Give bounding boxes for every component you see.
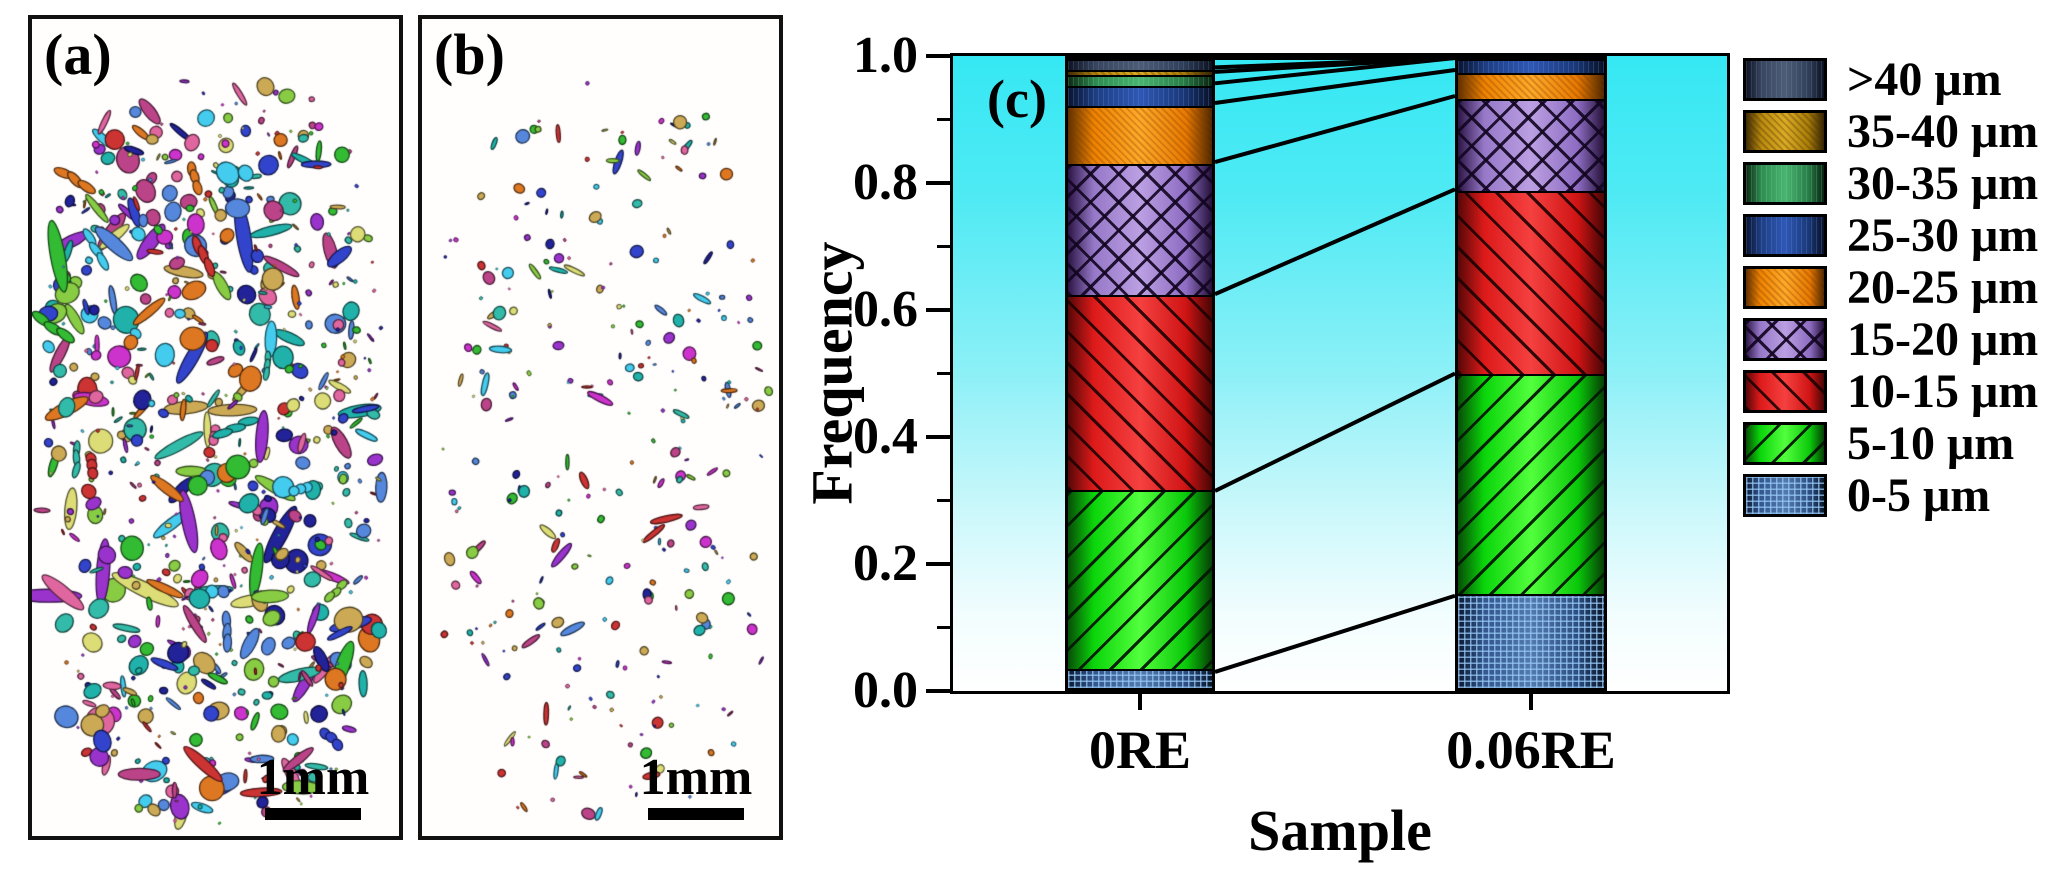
legend-swatch [1743,474,1827,517]
legend-swatch [1743,370,1827,413]
panel-c-label: (c) [987,69,1047,129]
legend-label: 30-35 μm [1847,157,2039,210]
bar-0RE [1065,56,1215,691]
y-tick-minor [937,499,950,502]
y-tick-label: 0.4 [853,408,918,465]
connector-line [1214,371,1456,493]
connector-line [1214,67,1456,105]
y-tick-minor [937,118,950,121]
legend-item: 30-35 μm [1743,157,2038,210]
y-tick-major [926,689,950,693]
legend-label: 25-30 μm [1847,209,2039,262]
panel-a-scale-bar [265,808,361,820]
x-tick [1138,694,1142,710]
legend-swatch [1743,58,1827,101]
legend-swatch [1743,318,1827,361]
bar-segment [1068,669,1212,688]
bar-segment [1068,105,1212,165]
bar-segment [1068,59,1212,71]
panel-a-scale-text: 1mm [256,749,370,806]
x-category-label: 0.06RE [1446,720,1616,780]
bar-segment [1068,489,1212,670]
panel-b-scalebar: 1mm [616,752,776,820]
panel-b-particle-image [422,19,779,836]
y-tick-minor [937,372,950,375]
panel-a-scalebar: 1mm [233,752,393,820]
y-tick-major [926,54,950,58]
legend-item: 35-40 μm [1743,105,2038,158]
legend-item: 5-10 μm [1743,417,2038,470]
bar-0.06RE [1455,56,1607,691]
panel-b-scale-bar [648,808,744,820]
y-tick-label: 0.8 [853,154,918,211]
bar-segment [1068,164,1212,295]
legend-swatch [1743,214,1827,257]
y-tick-minor [937,245,950,248]
legend-label: 20-25 μm [1847,261,2039,314]
legend-label: 10-15 μm [1847,365,2039,418]
connector-line [1214,187,1456,296]
legend-swatch [1743,162,1827,205]
bar-segment [1458,191,1604,374]
y-tick-label: 1.0 [853,27,918,84]
legend-label: >40 μm [1847,53,2002,106]
bar-segment [1458,98,1604,192]
chart-plot-inner: (c) [953,56,1727,691]
y-tick-major [926,435,950,439]
panel-b-label: (b) [434,22,505,87]
bar-segment [1068,86,1212,106]
bar-segment [1068,70,1212,75]
panel-b-scale-text: 1mm [639,749,753,806]
bar-segment [1458,59,1604,73]
legend-swatch [1743,266,1827,309]
legend-item: 20-25 μm [1743,261,2038,314]
y-tick-label: 0.0 [853,662,918,719]
bar-connector-lines [1214,56,1456,674]
y-tick-label: 0.6 [853,281,918,338]
y-tick-major [926,181,950,185]
bar-segment [1068,294,1212,490]
y-tick-minor [937,626,950,629]
y-axis-title: Frequency [799,241,865,505]
legend-item: 0-5 μm [1743,469,2038,522]
bar-segment [1458,593,1604,688]
panel-a-particle-image [32,19,399,836]
connector-line [1214,593,1456,674]
panel-a-label: (a) [44,22,112,87]
x-tick [1529,694,1533,710]
y-tick-major [926,308,950,312]
x-axis-title: Sample number [1242,798,1439,871]
bar-segment [1458,373,1604,594]
panel-a: (a) [28,15,403,840]
chart-legend: >40 μm 35-40 μm 30-35 μm 25-30 μm 20-25 μm 15… [1743,53,2038,526]
legend-item: 25-30 μm [1743,209,2038,262]
legend-label: 5-10 μm [1847,417,2015,470]
legend-item: >40 μm [1743,53,2038,106]
legend-label: 0-5 μm [1847,469,1991,522]
legend-item: 10-15 μm [1743,365,2038,418]
panel-b: (b) [418,15,783,840]
legend-item: 15-20 μm [1743,313,2038,366]
bar-segment [1068,74,1212,87]
legend-label: 15-20 μm [1847,313,2039,366]
y-tick-label: 0.2 [853,535,918,592]
legend-swatch [1743,110,1827,153]
legend-swatch [1743,422,1827,465]
legend-label: 35-40 μm [1847,105,2039,158]
y-tick-major [926,562,950,566]
bar-segment [1458,72,1604,99]
x-category-label: 0RE [1088,720,1191,780]
chart-plot-area: (c) [950,53,1730,694]
connector-line [1214,94,1456,164]
